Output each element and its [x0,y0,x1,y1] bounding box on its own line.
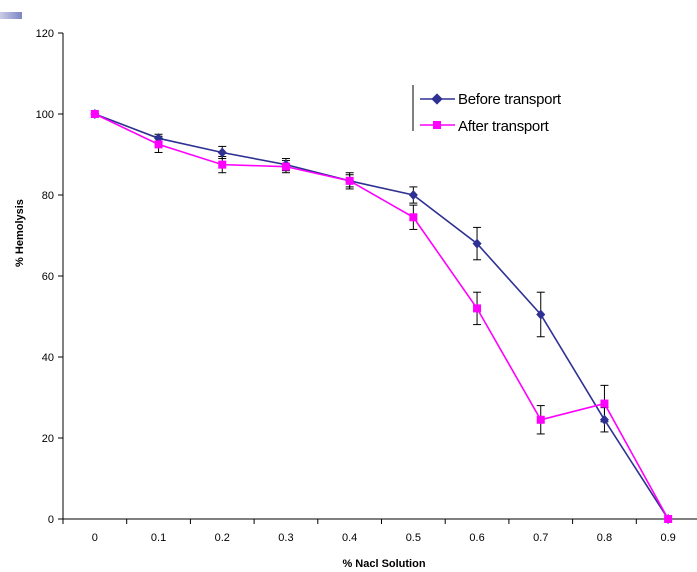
x-axis-title: % Nacl Solution [342,558,425,570]
x-tick-label: 0.5 [406,532,421,544]
data-point-after-transport [218,160,227,169]
y-tick-label: 0 [48,514,54,526]
x-tick-label: 0.7 [533,532,548,544]
x-tick-label: 0.8 [597,532,612,544]
y-tick-label: 20 [42,433,54,445]
data-point-before-transport [536,309,546,320]
data-point-after-transport [409,213,418,222]
data-point-after-transport [664,515,673,523]
data-point-after-transport [600,399,609,408]
series-markers [90,109,673,524]
y-tick-label: 40 [42,352,54,364]
y-tick-label: 100 [36,109,54,121]
data-point-after-transport [473,304,482,313]
data-point-before-transport [217,147,227,158]
y-tick-label: 120 [36,28,54,40]
series-lines [94,113,669,520]
data-point-after-transport [345,176,354,185]
data-point-after-transport [536,415,545,424]
legend-marker-after-transport [433,121,441,129]
y-tick-label: 60 [42,271,54,283]
legend: Before transport After transport [412,85,562,135]
x-tick-label: 0.3 [278,532,293,544]
data-point-before-transport [599,414,609,425]
x-tick-label: 0.9 [661,532,676,544]
chart-axes [58,32,697,524]
y-tick-labels: 0 20 40 60 80 100 120 [36,28,54,526]
data-point-before-transport [472,238,482,249]
data-point-after-transport [154,140,163,149]
data-point-before-transport [408,190,418,200]
data-point-after-transport [90,110,99,118]
x-tick-label: 0 [92,532,98,544]
slide-corner-mark [0,12,22,19]
legend-marker-before-transport [431,93,443,105]
legend-label-after-transport: After transport [458,118,550,135]
data-point-after-transport [281,162,290,171]
series-line-after-transport [94,113,669,520]
y-tick-label: 80 [42,190,54,202]
legend-item-before-transport: Before transport [420,91,562,108]
legend-label-before-transport: Before transport [458,91,562,108]
x-tick-labels: 0 0.1 0.2 0.3 0.4 0.5 0.6 0.7 0.8 0.9 [92,532,676,544]
x-tick-label: 0.2 [215,532,230,544]
series-line-before-transport [94,113,669,520]
y-axis-title: % Hemolysis [14,199,26,267]
error-bars [154,133,609,435]
legend-item-after-transport: After transport [420,118,550,135]
x-tick-label: 0.4 [342,532,357,544]
x-tick-label: 0.6 [469,532,484,544]
x-tick-label: 0.1 [151,532,166,544]
